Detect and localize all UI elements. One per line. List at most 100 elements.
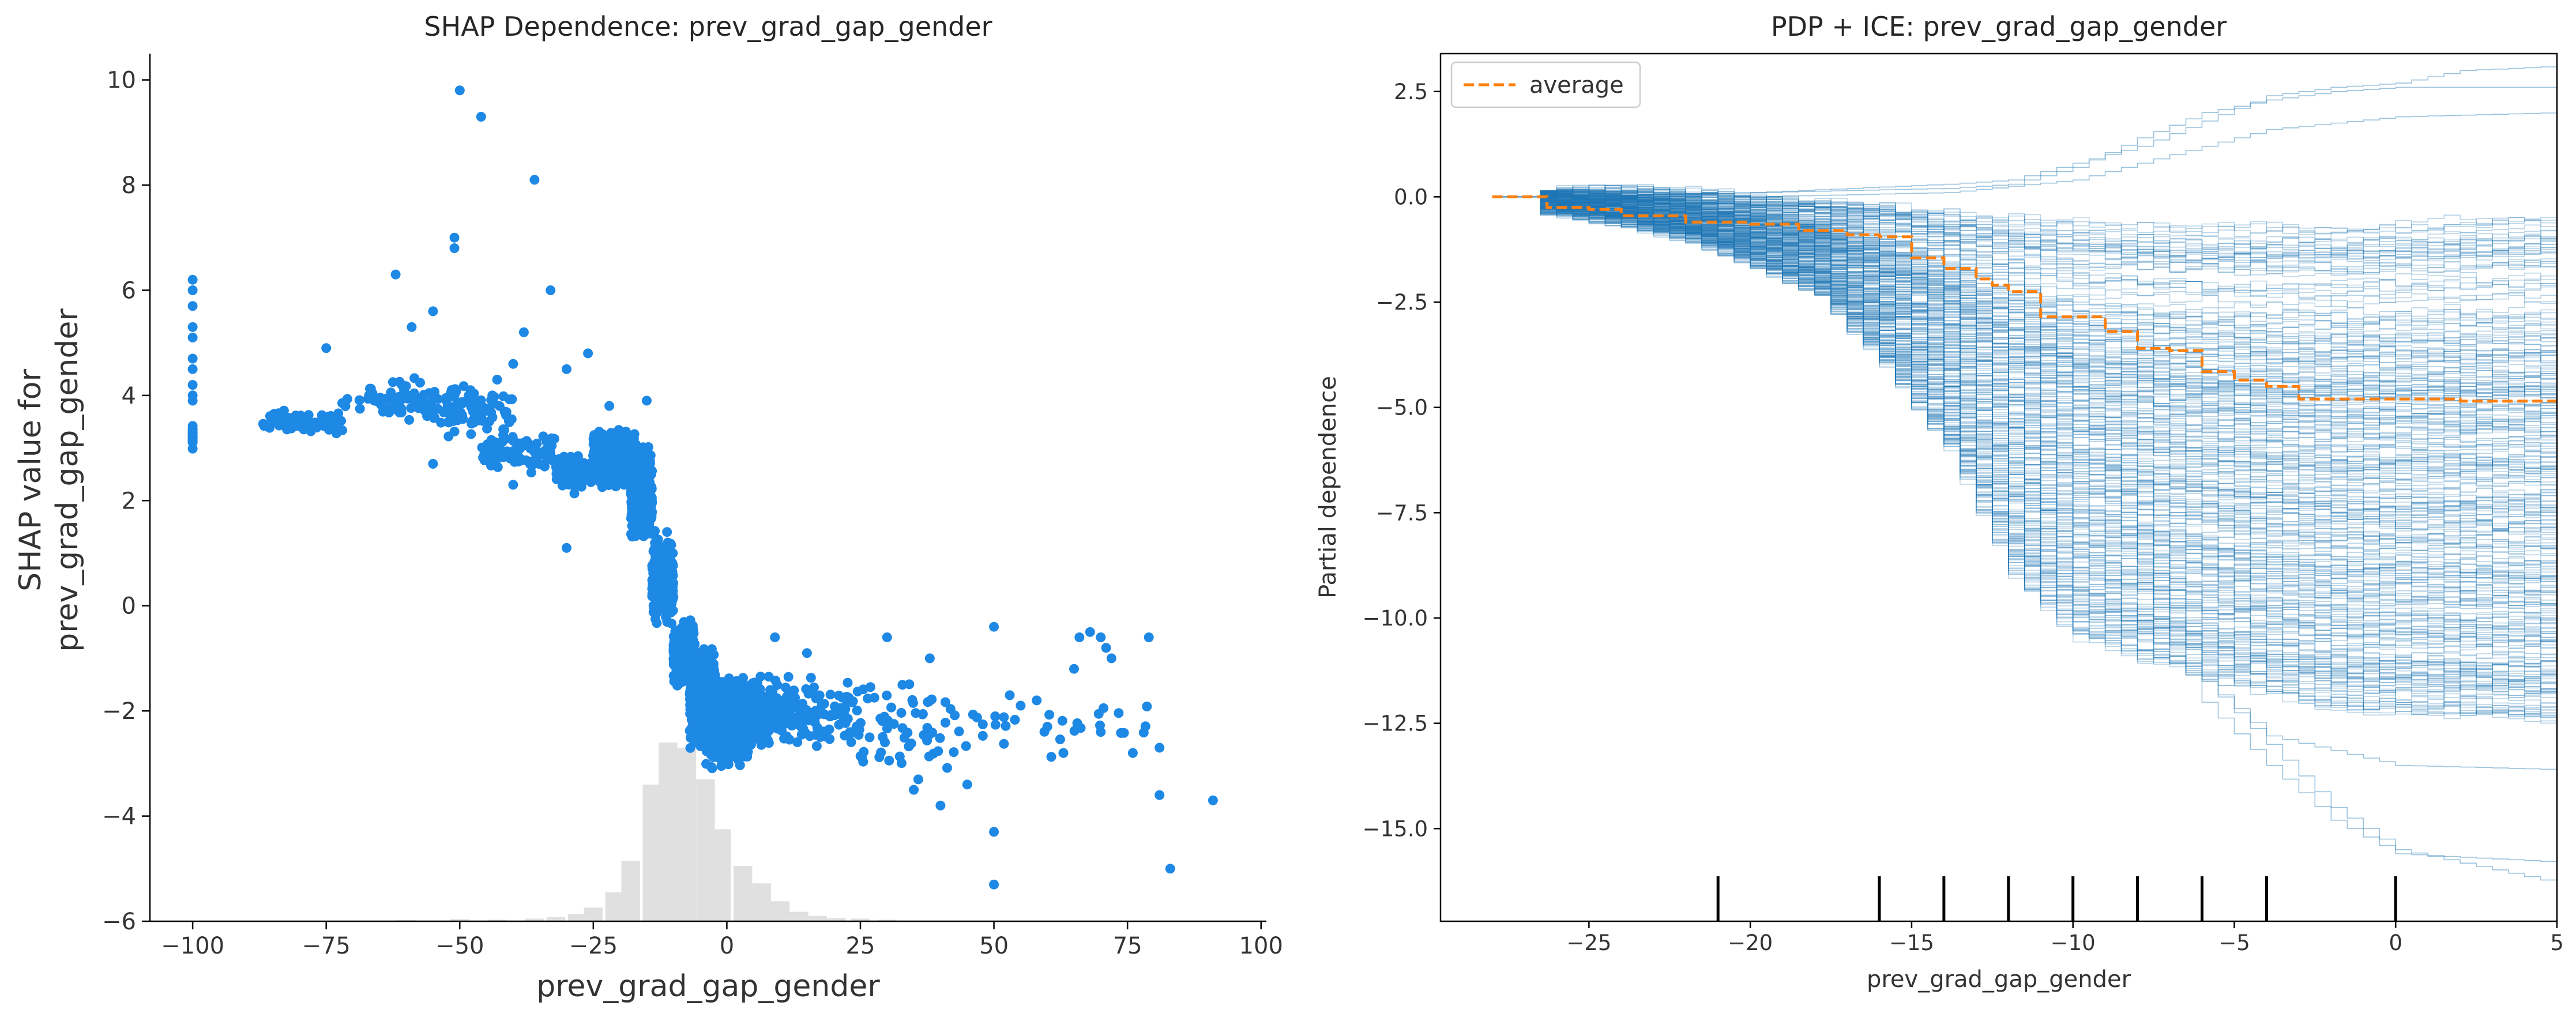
scatter-point bbox=[454, 85, 465, 96]
scatter-point bbox=[902, 728, 913, 738]
ice-curve bbox=[1492, 196, 2557, 718]
scatter-point bbox=[450, 413, 460, 423]
shap-scatter-points bbox=[187, 85, 1218, 890]
pdp-rug-marks bbox=[1716, 876, 2397, 921]
ice-curve bbox=[1492, 194, 2557, 550]
pdp-y-tick-label: 2.5 bbox=[1394, 80, 1428, 104]
scatter-point bbox=[848, 696, 858, 706]
ice-curve bbox=[1492, 193, 2557, 365]
ice-curve bbox=[1492, 196, 2557, 605]
scatter-point bbox=[659, 583, 669, 593]
shap-dependence-panel: SHAP Dependence: prev_grad_gap_gender −1… bbox=[13, 11, 1283, 1004]
scatter-point bbox=[499, 406, 510, 417]
scatter-point bbox=[525, 459, 535, 469]
ice-curve bbox=[1492, 196, 2557, 474]
shap-x-tick-label: −50 bbox=[435, 933, 484, 959]
scatter-point bbox=[657, 591, 668, 601]
scatter-point bbox=[1093, 709, 1104, 719]
ice-curve bbox=[1492, 196, 2557, 404]
ice-curve bbox=[1492, 196, 2557, 665]
scatter-point bbox=[798, 699, 808, 709]
ice-curve bbox=[1492, 188, 2557, 272]
ice-curve bbox=[1492, 196, 2557, 469]
scatter-point bbox=[404, 415, 415, 425]
scatter-point bbox=[612, 455, 623, 465]
ice-curve bbox=[1492, 192, 2557, 471]
ice-curve bbox=[1492, 196, 2557, 710]
histogram-bar-15 bbox=[734, 866, 753, 921]
ice-curve bbox=[1492, 196, 2557, 693]
ice-curve bbox=[1492, 191, 2557, 342]
scatter-point bbox=[259, 421, 269, 431]
ice-curve bbox=[1492, 196, 2557, 670]
ice-curve bbox=[1492, 196, 2557, 690]
histogram-bar-14 bbox=[712, 829, 731, 921]
ice-curve bbox=[1492, 189, 2557, 274]
scatter-point bbox=[449, 243, 460, 253]
ice-curve bbox=[1492, 196, 2557, 480]
pdp-y-tick-label: −10.0 bbox=[1363, 606, 1428, 631]
scatter-point bbox=[690, 717, 701, 728]
ice-curve bbox=[1492, 189, 2557, 379]
scatter-point bbox=[989, 879, 999, 890]
scatter-point bbox=[764, 672, 774, 682]
shap-y-tick-label: 10 bbox=[107, 67, 136, 94]
ice-curve-outlier bbox=[1492, 196, 2557, 862]
ice-curve bbox=[1492, 196, 2557, 578]
scatter-point bbox=[506, 414, 517, 424]
ice-curve bbox=[1492, 196, 2557, 583]
pdp-ice-panel: PDP + ICE: prev_grad_gap_gender −25 −20 −1… bbox=[1315, 11, 2564, 993]
scatter-point bbox=[640, 529, 650, 540]
ice-curve bbox=[1492, 187, 2557, 276]
histogram-bar-8 bbox=[605, 892, 625, 921]
ice-curve bbox=[1492, 195, 2557, 416]
ice-curve bbox=[1492, 192, 2557, 362]
scatter-point bbox=[396, 407, 407, 417]
ice-curve bbox=[1492, 196, 2557, 628]
scatter-point bbox=[858, 756, 868, 767]
ice-curve bbox=[1492, 196, 2557, 684]
ice-curve bbox=[1492, 195, 2557, 580]
scatter-point bbox=[665, 597, 675, 607]
scatter-point bbox=[650, 585, 660, 595]
ice-curve bbox=[1492, 192, 2557, 479]
histogram-bar-16 bbox=[752, 883, 771, 921]
histogram-bar-22 bbox=[878, 920, 897, 921]
ice-curve bbox=[1492, 196, 2557, 596]
pdp-legend: average bbox=[1450, 61, 1641, 108]
scatter-point bbox=[446, 385, 457, 395]
scatter-point bbox=[1058, 748, 1069, 758]
ice-curve bbox=[1492, 194, 2557, 534]
ice-curve bbox=[1492, 190, 2557, 317]
ice-curve bbox=[1492, 186, 2557, 237]
scatter-point bbox=[512, 446, 522, 457]
ice-curve bbox=[1492, 196, 2557, 470]
ice-curve bbox=[1492, 196, 2557, 660]
scatter-point bbox=[492, 375, 502, 385]
scatter-point bbox=[321, 343, 332, 353]
ice-curve bbox=[1492, 193, 2557, 391]
ice-curve bbox=[1492, 190, 2557, 244]
scatter-point bbox=[592, 430, 602, 440]
scatter-point bbox=[637, 500, 648, 510]
scatter-point bbox=[1010, 715, 1020, 725]
pdp-y-tick-label: −7.5 bbox=[1376, 500, 1428, 525]
ice-curve bbox=[1492, 196, 2557, 630]
legend-average-label: average bbox=[1529, 72, 1624, 99]
histogram-bar-7 bbox=[584, 907, 603, 921]
ice-curve bbox=[1492, 196, 2557, 547]
pdp-chart-title: PDP + ICE: prev_grad_gap_gender bbox=[1771, 11, 2227, 42]
scatter-point bbox=[1055, 734, 1065, 744]
ice-curve bbox=[1492, 196, 2557, 626]
ice-curve bbox=[1492, 189, 2557, 257]
ice-curve bbox=[1492, 193, 2557, 533]
scatter-point bbox=[187, 395, 198, 406]
scatter-point bbox=[825, 734, 835, 744]
ice-curve bbox=[1492, 196, 2557, 523]
pdp-x-axis-label: prev_grad_gap_gender bbox=[1867, 966, 2131, 993]
ice-curve bbox=[1492, 195, 2557, 525]
scatter-point bbox=[742, 724, 752, 734]
scatter-point bbox=[874, 752, 885, 762]
ice-curve-outlier bbox=[1492, 196, 2557, 884]
ice-curve bbox=[1492, 196, 2557, 630]
